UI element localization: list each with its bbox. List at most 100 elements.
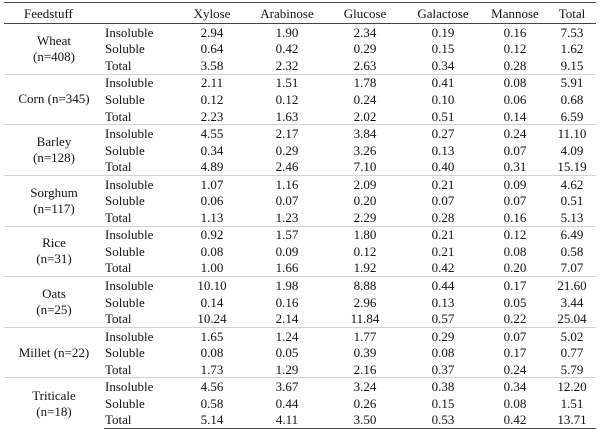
- mannose-value-cell: 0.07: [482, 326, 548, 345]
- mannose-value-cell: 0.16: [503, 24, 527, 40]
- table-row: Soluble 0.12 0.12 0.24 0.10 0.06 0.68: [4, 91, 596, 108]
- mannose-value-cell: 0.42: [482, 411, 548, 429]
- xylose-value-cell: 3.58: [200, 57, 224, 73]
- table-row: Sorghum (n=117) Insoluble 1.07 1.16 2.09 0.21 0…: [4, 174, 596, 227]
- galactose-value-cell: 0.27: [404, 124, 482, 142]
- feedstuff-sample-count: (n=408): [33, 48, 75, 64]
- table-row: Soluble 0.14 0.16 2.96 0.13 0.05 3.44: [4, 294, 596, 311]
- galactose-value-cell: 0.19: [431, 24, 455, 40]
- mannose-value-cell: 0.12: [482, 225, 548, 244]
- fraction-cell: Insoluble: [104, 225, 176, 244]
- header-arabinose: Arabinose: [248, 2, 326, 24]
- fraction-cell: Total: [105, 209, 132, 225]
- table-row: Soluble 0.34 0.29 3.26 0.13 0.07 4.09: [4, 142, 596, 159]
- feedstuff-name: Sorghum: [30, 184, 78, 200]
- header-mannose: Mannose: [482, 2, 548, 24]
- table-header: Feedstuff Xylose Arabinose Glucose Galac…: [4, 2, 596, 24]
- galactose-value-cell: 0.51: [431, 108, 455, 124]
- xylose-value-cell: 0.08: [200, 243, 224, 259]
- fraction-cell: Soluble: [105, 193, 145, 209]
- glucose-value-cell: 11.84: [350, 311, 380, 327]
- arabinose-value-cell: 1.23: [275, 209, 299, 225]
- glucose-value-cell: 3.84: [326, 124, 404, 142]
- mannose-value-cell: 0.28: [503, 57, 527, 73]
- total-value-cell: 12.20: [548, 377, 596, 396]
- mannose-value-cell: 0.17: [482, 276, 548, 294]
- xylose-value-cell: 0.34: [200, 142, 224, 158]
- galactose-value-cell: 0.41: [404, 73, 482, 92]
- feedstuff-cell: Barley (n=128): [4, 124, 104, 176]
- fraction-cell: Total: [105, 311, 132, 327]
- arabinose-value-cell: 4.11: [248, 411, 326, 429]
- galactose-value-cell: 0.21: [431, 243, 455, 259]
- table-row: Corn (n=345) Insoluble 2.11 1.51 1.78 0.41 0.0…: [4, 73, 596, 125]
- galactose-value-cell: 0.08: [431, 345, 455, 361]
- galactose-value-cell: 0.15: [431, 41, 455, 57]
- galactose-value-cell: 0.13: [431, 294, 455, 310]
- xylose-value-cell: 10.24: [197, 311, 227, 327]
- total-value-cell: 3.44: [560, 294, 584, 310]
- feedstuff-cell: Rice (n=31): [4, 225, 104, 277]
- mannose-value-cell: 0.24: [503, 361, 527, 377]
- feedstuff-cell: Triticale (n=18): [4, 377, 104, 429]
- xylose-value-cell: 0.06: [200, 193, 224, 209]
- header-fraction: [104, 2, 176, 24]
- table-row: Total 2.23 1.63 2.02 0.51 0.14 6.59: [4, 108, 596, 125]
- xylose-value-cell: 0.12: [200, 91, 224, 107]
- table-body: Wheat (n=408) Insoluble 2.94 1.90 2.34 0.19 0.1…: [4, 24, 596, 429]
- total-value-cell: 15.19: [557, 159, 587, 175]
- arabinose-value-cell: 0.29: [275, 142, 299, 158]
- mannose-value-cell: 0.31: [503, 159, 527, 175]
- glucose-value-cell: 3.24: [326, 377, 404, 396]
- feedstuff-cell: Wheat (n=408): [4, 24, 104, 75]
- fraction-cell: Insoluble: [104, 73, 176, 92]
- fraction-cell: Total: [105, 260, 132, 276]
- feedstuff-name: Rice: [42, 235, 66, 251]
- header-row: Feedstuff Xylose Arabinose Glucose Galac…: [4, 2, 596, 24]
- xylose-value-cell: 1.00: [200, 260, 224, 276]
- arabinose-value-cell: 2.32: [275, 57, 299, 73]
- arabinose-value-cell: 1.16: [248, 174, 326, 193]
- glucose-value-cell: 2.34: [353, 24, 377, 40]
- table-row: Triticale (n=18) Insoluble 4.56 3.67 3.24 0.38…: [4, 377, 596, 429]
- sugar-composition-table: Feedstuff Xylose Arabinose Glucose Galac…: [4, 2, 596, 429]
- mannose-value-cell: 0.12: [503, 41, 527, 57]
- feedstuff-sample-count: (n=128): [33, 150, 75, 166]
- xylose-value-cell: 4.89: [200, 159, 224, 175]
- glucose-value-cell: 2.96: [353, 294, 377, 310]
- xylose-value-cell: 0.14: [200, 294, 224, 310]
- table-row: Total 4.89 2.46 7.10 0.40 0.31 15.19: [4, 158, 596, 175]
- table-row: Rice (n=31) Insoluble 0.92 1.57 1.80 0.21 0.12 6…: [4, 225, 596, 277]
- feedstuff-sample-count: (n=18): [36, 403, 72, 419]
- galactose-value-cell: 0.21: [404, 225, 482, 244]
- table-row: Total 1.13 1.23 2.29 0.28 0.16 5.13: [4, 209, 596, 226]
- total-value-cell: 6.49: [548, 225, 596, 244]
- table-row: Soluble 0.06 0.07 0.20 0.07 0.07 0.51: [4, 192, 596, 209]
- header-xylose: Xylose: [176, 2, 248, 24]
- table-row: Total 1.00 1.66 1.92 0.42 0.20 7.07: [4, 260, 596, 277]
- glucose-value-cell: 0.26: [353, 395, 377, 411]
- arabinose-value-cell: 2.46: [275, 159, 299, 175]
- total-value-cell: 4.62: [548, 174, 596, 193]
- mannose-value-cell: 0.07: [503, 193, 527, 209]
- total-value-cell: 5.13: [560, 209, 584, 225]
- arabinose-value-cell: 1.51: [248, 73, 326, 92]
- mannose-value-cell: 0.08: [482, 73, 548, 92]
- xylose-value-cell: 2.23: [200, 108, 224, 124]
- galactose-value-cell: 0.21: [404, 174, 482, 193]
- galactose-value-cell: 0.29: [404, 326, 482, 345]
- galactose-value-cell: 0.10: [431, 91, 455, 107]
- xylose-value-cell: 1.07: [176, 174, 248, 193]
- fraction-cell: Total: [105, 57, 132, 73]
- mannose-value-cell: 0.05: [503, 294, 527, 310]
- arabinose-value-cell: 0.44: [275, 395, 299, 411]
- total-value-cell: 25.04: [557, 311, 587, 327]
- feedstuff-sample-count: (n=31): [36, 251, 72, 267]
- feedstuff-name: Oats: [42, 286, 66, 302]
- feedstuff-name: Triticale: [32, 387, 76, 403]
- glucose-value-cell: 2.09: [326, 174, 404, 193]
- fraction-cell: Total: [105, 108, 132, 124]
- xylose-value-cell: 4.55: [176, 124, 248, 142]
- mannose-value-cell: 0.20: [503, 260, 527, 276]
- galactose-value-cell: 0.40: [431, 159, 455, 175]
